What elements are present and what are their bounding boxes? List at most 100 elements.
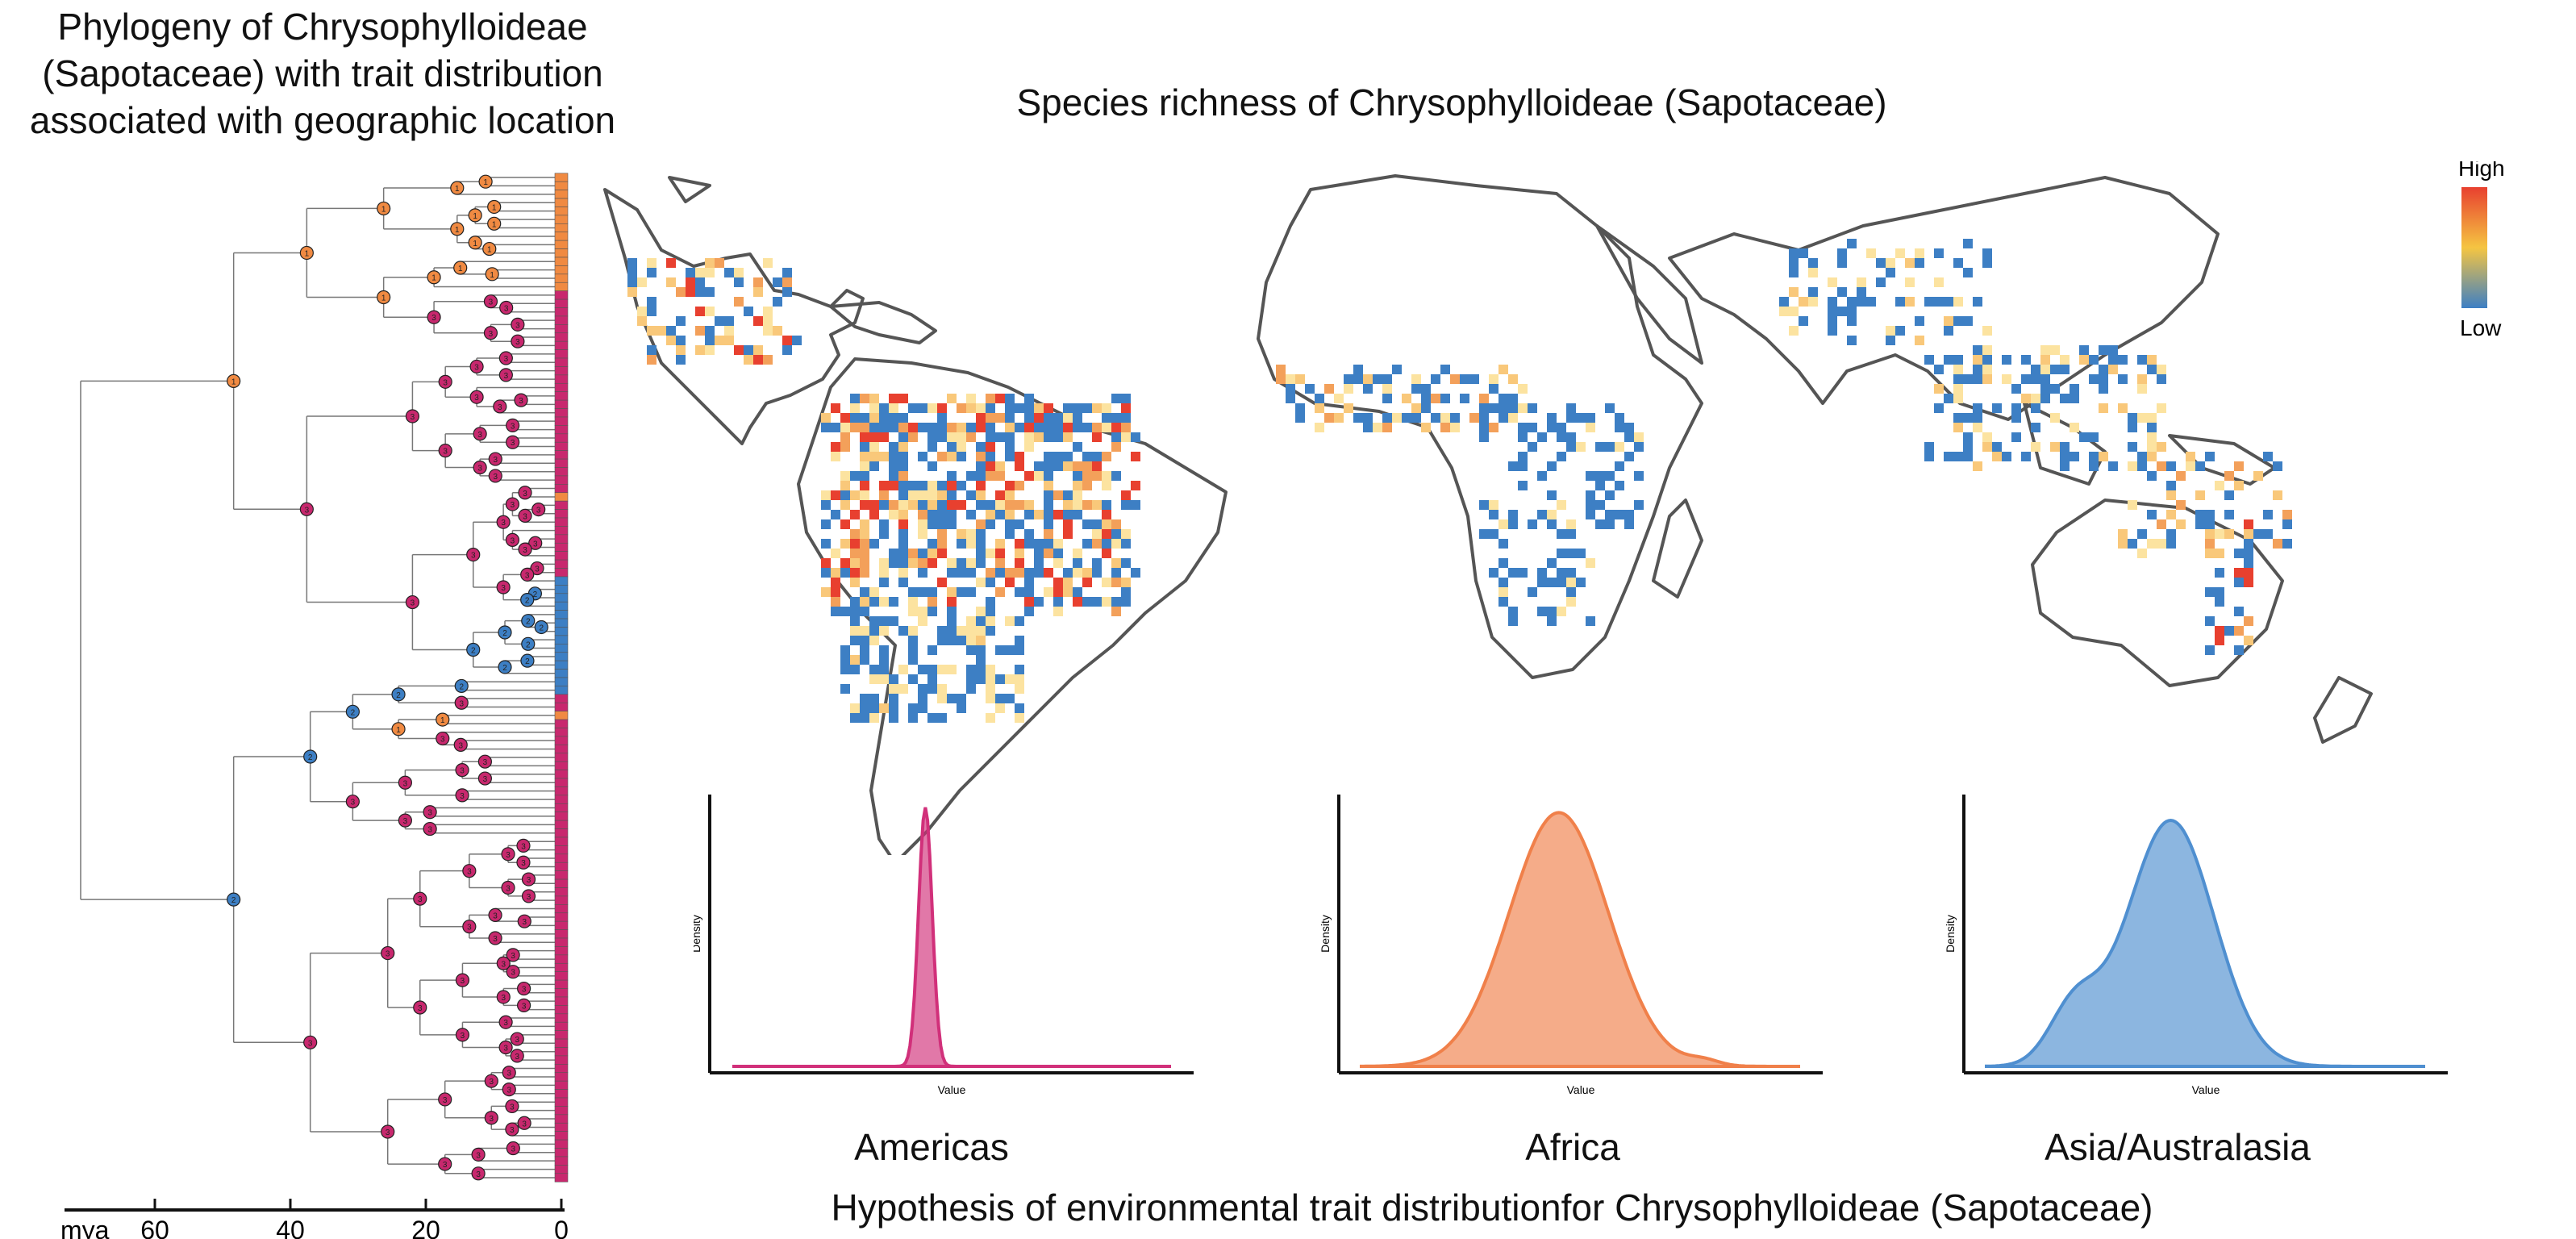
richness-cell — [937, 423, 947, 432]
richness-cell — [2128, 539, 2137, 549]
axis-unit-label: mya — [60, 1216, 110, 1239]
richness-cell — [1005, 442, 1015, 452]
richness-cell — [1063, 587, 1073, 597]
richness-cell — [947, 394, 957, 403]
tip-state-cell — [554, 240, 569, 249]
richness-cell — [927, 510, 937, 519]
ancestral-state-node — [477, 771, 492, 786]
legend-high-label: High — [2458, 161, 2505, 181]
node-state-label: 3 — [511, 422, 515, 431]
richness-cell — [1789, 287, 1799, 297]
ancestral-state-node — [466, 548, 481, 562]
richness-cell — [1111, 597, 1121, 607]
richness-cell — [1334, 394, 1344, 403]
richness-cell — [1295, 403, 1305, 413]
node-state-label: 3 — [467, 868, 472, 877]
richness-cell — [744, 307, 753, 316]
richness-cell — [957, 568, 966, 578]
richness-cell — [869, 461, 879, 471]
richness-cell — [898, 684, 908, 694]
richness-cell — [2176, 519, 2186, 529]
richness-cell — [1557, 568, 1566, 578]
richness-cell — [1982, 258, 1992, 268]
richness-cell — [869, 442, 879, 452]
richness-cell — [2031, 374, 2040, 384]
richness-cell — [1982, 432, 1992, 442]
richness-cell — [1034, 568, 1044, 578]
richness-cell — [966, 636, 976, 645]
richness-cell — [676, 316, 686, 326]
richness-cell — [1595, 500, 1605, 510]
richness-cell — [869, 423, 879, 432]
richness-cell — [850, 655, 860, 665]
richness-cell — [1915, 258, 1924, 268]
richness-cell — [1518, 423, 1528, 432]
richness-cell — [1953, 413, 1963, 423]
richness-cell — [908, 500, 918, 510]
richness-cell — [1111, 442, 1121, 452]
node-state-label: 3 — [386, 950, 390, 959]
richness-cell — [986, 403, 995, 413]
richness-cell — [831, 442, 840, 452]
tip-state-cell — [554, 391, 569, 401]
node-state-label: 3 — [427, 809, 432, 818]
richness-cell — [1082, 578, 1092, 587]
richness-cell — [976, 655, 986, 665]
ancestral-state-node — [413, 891, 427, 906]
node-state-label: 1 — [396, 726, 401, 735]
richness-cell — [1073, 549, 1082, 558]
richness-cell — [1024, 442, 1034, 452]
richness-cell — [957, 432, 966, 442]
density-panel: Density Value — [1944, 795, 2448, 1096]
tip-state-cell — [554, 198, 569, 207]
richness-cell — [1624, 452, 1634, 461]
richness-cell — [908, 587, 918, 597]
richness-cell — [1498, 413, 1508, 423]
tip-state-cell — [554, 1005, 569, 1015]
richness-cell — [1973, 374, 1982, 384]
richness-cell — [957, 703, 966, 713]
richness-cell — [1034, 510, 1044, 519]
richness-cell — [1537, 510, 1547, 519]
tip-state-cell — [554, 206, 569, 216]
richness-cell — [976, 423, 986, 432]
richness-cell — [1586, 510, 1595, 519]
richness-cell — [898, 423, 908, 432]
richness-cell — [1450, 423, 1460, 432]
richness-cell — [1024, 568, 1034, 578]
tip-state-cell — [554, 820, 569, 829]
richness-cell — [2195, 461, 2205, 471]
richness-cell — [1837, 287, 1847, 297]
richness-cell — [1024, 587, 1034, 597]
tip-state-cell — [554, 509, 569, 519]
tip-state-cell — [554, 719, 569, 728]
axis-tick-label: 0 — [554, 1216, 569, 1239]
node-state-label: 3 — [523, 512, 527, 521]
richness-cell — [1121, 403, 1131, 413]
tip-state-cell — [554, 1131, 569, 1141]
ancestral-state-node — [498, 660, 512, 674]
richness-cell — [1431, 413, 1440, 423]
richness-cell — [1508, 403, 1518, 413]
richness-cell — [966, 674, 976, 684]
richness-cell — [860, 694, 869, 703]
tip-state-cell — [554, 627, 569, 636]
richness-cell — [1982, 355, 1992, 365]
ancestral-state-node — [517, 998, 531, 1012]
node-state-label: 3 — [521, 859, 526, 868]
richness-cell — [1015, 423, 1024, 432]
richness-cell — [2195, 510, 2205, 519]
richness-cell — [1953, 394, 1963, 403]
node-state-label: 1 — [431, 274, 436, 283]
richness-cell — [1063, 568, 1073, 578]
richness-cell — [1440, 413, 1450, 423]
ancestral-state-node — [405, 594, 420, 610]
richness-cell — [1498, 597, 1508, 607]
richness-cell — [1053, 423, 1063, 432]
richness-cell — [850, 539, 860, 549]
richness-cell — [1015, 703, 1024, 713]
richness-cell — [937, 694, 947, 703]
richness-cell — [927, 403, 937, 413]
tip-state-cell — [554, 786, 569, 796]
richness-cell — [947, 636, 957, 645]
